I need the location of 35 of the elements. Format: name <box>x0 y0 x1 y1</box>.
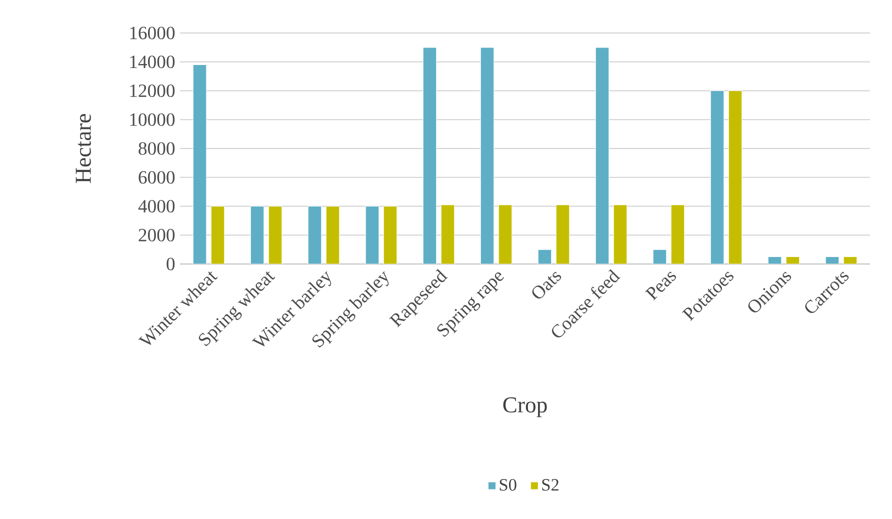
legend-label: S2 <box>542 479 558 491</box>
y-tick-label: 12000 <box>130 84 175 98</box>
bar <box>480 47 494 264</box>
bar <box>268 206 282 264</box>
y-tick-label: 4000 <box>138 200 175 213</box>
y-tick-label: 0 <box>166 258 175 270</box>
legend-label: S0 <box>500 479 516 491</box>
bar <box>365 206 380 264</box>
y-tick-label: 14000 <box>130 56 175 68</box>
bar <box>250 206 264 264</box>
bar <box>422 47 437 264</box>
bar <box>556 204 570 264</box>
bar <box>308 206 322 264</box>
bar <box>498 204 512 264</box>
bar <box>786 256 800 264</box>
y-tick-label: 10000 <box>130 113 175 126</box>
x-axis-title: Crop <box>503 397 547 418</box>
bar <box>192 64 207 264</box>
bar <box>613 204 628 264</box>
bar <box>326 206 340 264</box>
x-tick-label: Oats <box>532 272 562 298</box>
bar <box>843 256 858 264</box>
bar <box>710 90 724 264</box>
y-tick-label: 2000 <box>138 228 175 242</box>
bar <box>210 206 225 264</box>
bar <box>670 204 685 264</box>
bar <box>595 47 610 264</box>
y-tick-label: 16000 <box>130 26 175 40</box>
bar <box>440 204 455 264</box>
y-tick-label: 6000 <box>138 171 175 184</box>
bar <box>728 90 742 264</box>
y-axis-title: Hectare <box>76 114 91 184</box>
y-tick-label: 8000 <box>138 142 175 155</box>
x-tick-label: Peas <box>644 272 676 301</box>
bar <box>383 206 398 264</box>
